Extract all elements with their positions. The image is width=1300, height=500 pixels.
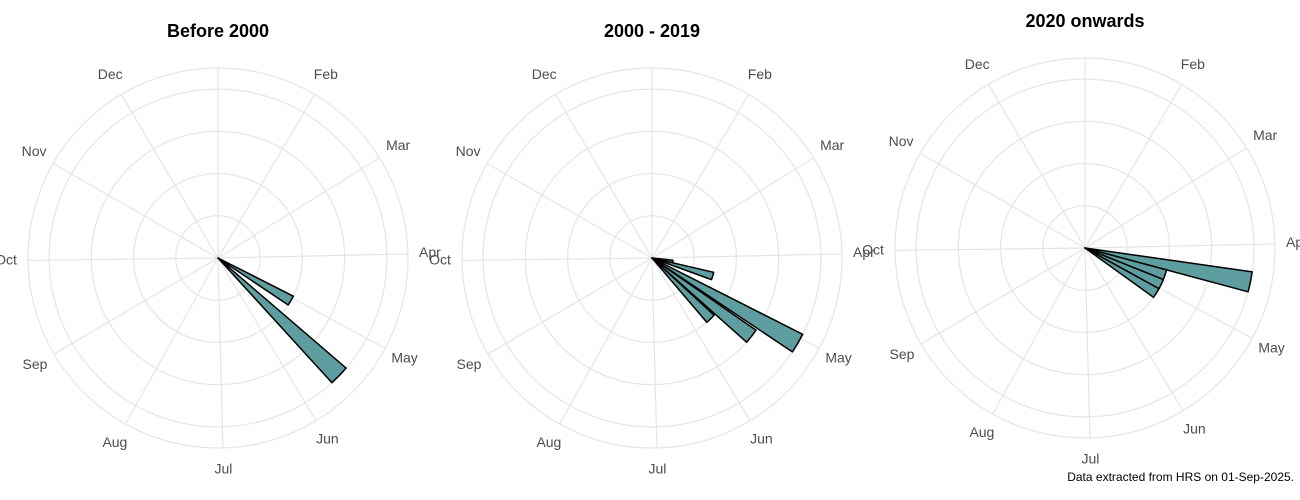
month-label: Nov — [22, 143, 47, 159]
month-label: Dec — [98, 66, 123, 82]
bar — [217, 257, 347, 384]
grid-line — [651, 253, 842, 259]
month-label: Nov — [456, 143, 481, 159]
month-label: Nov — [889, 133, 914, 149]
grid-line — [120, 94, 219, 259]
chart-title: Before 2000 — [167, 21, 269, 41]
grid-line — [1084, 147, 1247, 249]
caption: Data extracted from HRS on 01-Sep-2025. — [1067, 470, 1294, 484]
month-label: Feb — [1181, 56, 1205, 72]
grid-line — [217, 94, 316, 259]
month-label: Apr — [853, 244, 875, 260]
grid-line — [125, 257, 219, 425]
grid-line — [486, 162, 653, 259]
chart-title: 2000 - 2019 — [604, 21, 700, 41]
month-label: Jul — [649, 461, 667, 477]
grid-line — [992, 247, 1086, 415]
grid-line — [1084, 247, 1091, 438]
month-label: May — [825, 349, 851, 365]
month-label: Sep — [23, 356, 48, 372]
grid-line — [217, 257, 317, 422]
month-label: Feb — [314, 66, 338, 82]
month-label: Jun — [316, 430, 339, 446]
month-label: Aug — [969, 424, 994, 440]
month-label: Oct — [862, 241, 884, 257]
month-label: Aug — [102, 434, 127, 450]
month-label: Feb — [748, 66, 772, 82]
month-label: Sep — [890, 346, 915, 362]
month-label: Mar — [1253, 127, 1277, 143]
grid-line — [28, 257, 219, 262]
month-label: Jul — [1082, 451, 1100, 467]
bar — [217, 257, 295, 306]
bar — [651, 257, 757, 343]
bar — [651, 257, 804, 353]
month-label: Oct — [0, 251, 17, 267]
grid-line — [559, 257, 653, 425]
grid-line — [217, 157, 380, 259]
grid-line — [895, 247, 1086, 252]
grid-line — [217, 257, 224, 448]
grid-line — [651, 257, 658, 448]
grid-line — [487, 257, 653, 355]
month-label: May — [1258, 339, 1284, 355]
grid-line — [987, 84, 1086, 249]
grid-line — [554, 94, 653, 259]
month-label: Dec — [532, 66, 557, 82]
grid-line — [53, 257, 219, 355]
chart-title: 2020 onwards — [1025, 11, 1144, 31]
grid-line — [52, 162, 219, 259]
month-label: Sep — [457, 356, 482, 372]
grid-line — [651, 157, 814, 259]
month-label: Aug — [536, 434, 561, 450]
month-label: Jul — [215, 461, 233, 477]
month-label: Jun — [1183, 420, 1206, 436]
month-label: May — [391, 349, 417, 365]
grid-line — [217, 253, 408, 259]
month-label: Oct — [429, 251, 451, 267]
grid-line — [651, 94, 750, 259]
bar — [651, 257, 715, 281]
month-label: Apr — [419, 244, 441, 260]
grid-line — [919, 152, 1086, 249]
grid-line — [462, 257, 653, 262]
grid-line — [920, 247, 1086, 345]
grid-line — [651, 257, 751, 422]
grid-line — [1084, 243, 1275, 249]
grid-line — [1084, 247, 1184, 412]
month-label: Jun — [750, 430, 773, 446]
month-label: Apr — [1286, 234, 1300, 250]
month-label: Mar — [386, 137, 410, 153]
month-label: Dec — [965, 56, 990, 72]
bar — [1084, 247, 1160, 299]
month-label: Mar — [820, 137, 844, 153]
grid-line — [1084, 84, 1183, 249]
bar — [651, 257, 715, 324]
